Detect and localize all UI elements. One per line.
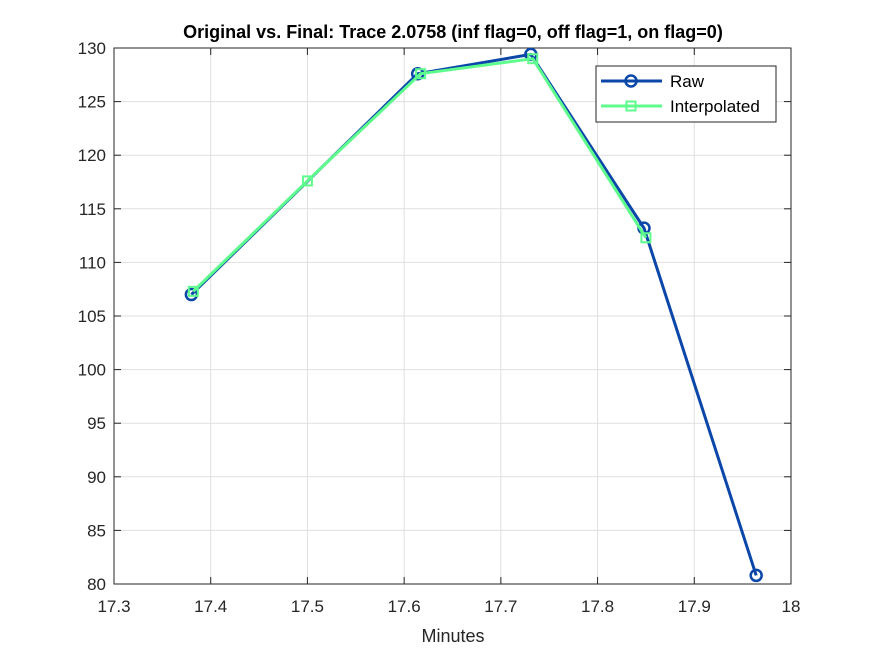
- chart-title: Original vs. Final: Trace 2.0758 (inf fl…: [183, 22, 723, 42]
- y-tick-label: 100: [78, 361, 106, 380]
- y-tick-label: 80: [87, 575, 106, 594]
- x-tick-label: 17.5: [291, 597, 324, 616]
- legend: Raw Interpolated: [595, 65, 777, 123]
- legend-label: Interpolated: [670, 97, 760, 116]
- x-tick-label: 17.7: [484, 597, 517, 616]
- x-tick-label: 17.6: [388, 597, 421, 616]
- legend-marker: [624, 74, 638, 88]
- legend-marker: [625, 100, 637, 112]
- y-tick-label: 85: [87, 521, 106, 540]
- y-tick-label: 110: [79, 253, 106, 272]
- x-axis-label: Minutes: [421, 626, 484, 646]
- x-tick-label: 17.4: [194, 597, 227, 616]
- x-tick-label: 17.3: [97, 597, 130, 616]
- data-point: [640, 232, 652, 244]
- data-point: [749, 568, 763, 583]
- y-tick-label: 125: [78, 93, 106, 112]
- y-tick-label: 120: [78, 146, 106, 165]
- series-interpolated: [187, 53, 652, 297]
- legend-box: [595, 65, 777, 123]
- y-tick-label: 90: [87, 468, 106, 487]
- x-tick-label: 18: [782, 597, 801, 616]
- data-point: [301, 175, 313, 187]
- data-point: [415, 68, 427, 80]
- legend-label: Raw: [670, 72, 705, 91]
- data-point: [187, 285, 199, 297]
- x-tick-label: 17.9: [678, 597, 711, 616]
- series-line: [192, 57, 648, 293]
- y-tick-label: 115: [79, 200, 106, 219]
- series-layer: [184, 47, 763, 583]
- axes: 17.3 17.4 17.5 17.6 17.7 17.8 17.9 18 80 85 90 95 10…: [78, 39, 801, 616]
- y-tick-label: 130: [78, 39, 106, 58]
- y-tick-label: 105: [78, 307, 106, 326]
- data-point: [527, 53, 539, 65]
- y-tick-label: 95: [87, 414, 106, 433]
- x-tick-label: 17.8: [581, 597, 614, 616]
